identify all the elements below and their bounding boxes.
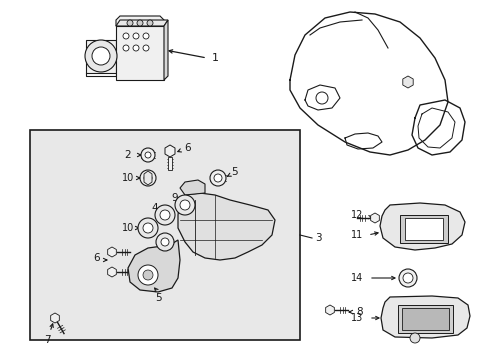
Circle shape: [214, 174, 222, 182]
Polygon shape: [51, 313, 59, 323]
Circle shape: [143, 174, 152, 182]
Text: 3: 3: [314, 233, 321, 243]
Bar: [30, 130, 299, 340]
Text: 11: 11: [350, 230, 363, 240]
Text: 9: 9: [171, 193, 178, 203]
Circle shape: [180, 200, 190, 210]
Circle shape: [138, 265, 158, 285]
Polygon shape: [164, 145, 175, 157]
Text: 7: 7: [43, 335, 50, 345]
Circle shape: [175, 195, 195, 215]
Circle shape: [137, 20, 142, 26]
Circle shape: [140, 170, 156, 186]
Polygon shape: [168, 157, 172, 170]
Polygon shape: [178, 193, 274, 260]
Text: 12: 12: [350, 210, 363, 220]
Text: 10: 10: [122, 223, 134, 233]
Circle shape: [315, 92, 327, 104]
Text: 13: 13: [350, 313, 363, 323]
Text: 1: 1: [211, 53, 218, 63]
Circle shape: [402, 273, 412, 283]
Polygon shape: [116, 16, 163, 26]
Polygon shape: [143, 171, 152, 185]
Polygon shape: [163, 20, 168, 80]
Text: 2: 2: [124, 150, 131, 160]
Circle shape: [92, 47, 110, 65]
Circle shape: [160, 210, 170, 220]
Circle shape: [398, 269, 416, 287]
Polygon shape: [86, 40, 116, 73]
Polygon shape: [380, 296, 469, 338]
Circle shape: [147, 20, 153, 26]
Bar: [399, 215, 447, 243]
Polygon shape: [370, 213, 379, 223]
Circle shape: [142, 45, 149, 51]
Circle shape: [209, 170, 225, 186]
Polygon shape: [107, 247, 116, 257]
Bar: [397, 305, 452, 333]
Circle shape: [156, 233, 174, 251]
Text: 14: 14: [350, 273, 363, 283]
Polygon shape: [325, 305, 334, 315]
Circle shape: [142, 33, 149, 39]
Circle shape: [138, 218, 158, 238]
Polygon shape: [128, 240, 180, 292]
Circle shape: [133, 33, 139, 39]
Polygon shape: [107, 267, 116, 277]
Text: 10: 10: [122, 173, 134, 183]
Circle shape: [127, 20, 133, 26]
Circle shape: [123, 45, 129, 51]
Polygon shape: [116, 26, 163, 80]
Circle shape: [155, 205, 175, 225]
Text: 6: 6: [184, 143, 191, 153]
Polygon shape: [180, 180, 204, 195]
Text: 6: 6: [94, 253, 100, 263]
Bar: [401, 308, 448, 330]
Circle shape: [145, 152, 151, 158]
Circle shape: [141, 148, 155, 162]
Circle shape: [409, 333, 419, 343]
Text: 8: 8: [356, 307, 363, 317]
Polygon shape: [116, 20, 168, 26]
Circle shape: [123, 33, 129, 39]
Polygon shape: [379, 203, 464, 250]
Circle shape: [142, 223, 153, 233]
Circle shape: [85, 40, 117, 72]
Bar: [404, 218, 442, 240]
Text: 4: 4: [151, 203, 158, 213]
Circle shape: [142, 270, 153, 280]
Text: 5: 5: [231, 167, 238, 177]
Circle shape: [161, 238, 169, 246]
Circle shape: [133, 45, 139, 51]
Polygon shape: [402, 76, 412, 88]
Text: 5: 5: [154, 293, 161, 303]
